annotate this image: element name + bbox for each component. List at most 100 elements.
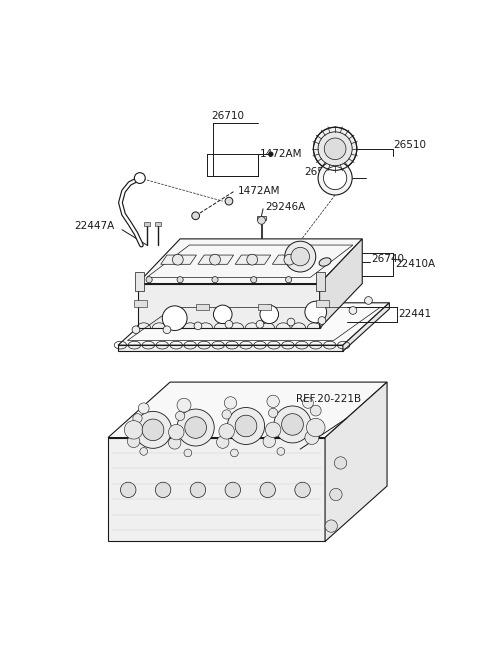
Circle shape	[274, 406, 311, 443]
Circle shape	[225, 197, 233, 205]
Circle shape	[256, 321, 264, 328]
Circle shape	[172, 255, 183, 265]
Circle shape	[247, 255, 258, 265]
Text: REF.20-221B: REF.20-221B	[296, 394, 361, 404]
Text: 1472AM: 1472AM	[238, 186, 281, 196]
Circle shape	[146, 277, 152, 283]
Polygon shape	[118, 345, 343, 352]
Circle shape	[156, 482, 171, 498]
Circle shape	[177, 277, 183, 283]
Polygon shape	[144, 222, 150, 226]
Circle shape	[134, 411, 172, 448]
Circle shape	[260, 305, 278, 323]
Circle shape	[324, 167, 347, 190]
Text: 22441: 22441	[399, 310, 432, 319]
Circle shape	[225, 482, 240, 498]
Polygon shape	[198, 255, 234, 264]
Text: 22447A: 22447A	[74, 221, 114, 231]
Circle shape	[318, 161, 352, 195]
Polygon shape	[133, 300, 147, 306]
Ellipse shape	[319, 258, 331, 266]
Polygon shape	[316, 272, 325, 291]
Polygon shape	[161, 255, 196, 264]
Circle shape	[277, 447, 285, 455]
Circle shape	[216, 436, 229, 448]
Text: 22410A: 22410A	[395, 259, 435, 270]
Polygon shape	[325, 382, 387, 541]
Circle shape	[132, 326, 140, 334]
Circle shape	[142, 419, 164, 441]
Circle shape	[325, 520, 337, 532]
Circle shape	[192, 212, 200, 220]
Text: 1472AM: 1472AM	[260, 149, 302, 159]
Circle shape	[212, 277, 218, 283]
Circle shape	[318, 317, 326, 324]
Circle shape	[177, 409, 214, 446]
Circle shape	[251, 277, 257, 283]
Circle shape	[133, 414, 142, 423]
Circle shape	[185, 417, 206, 438]
Circle shape	[287, 318, 295, 326]
Circle shape	[258, 216, 265, 224]
Circle shape	[311, 405, 321, 416]
Polygon shape	[272, 255, 308, 264]
Circle shape	[324, 138, 346, 159]
Circle shape	[268, 408, 278, 417]
Circle shape	[168, 424, 184, 440]
Circle shape	[230, 449, 238, 457]
Circle shape	[306, 419, 325, 437]
Circle shape	[260, 482, 276, 498]
Circle shape	[120, 482, 136, 498]
Polygon shape	[135, 272, 144, 291]
Circle shape	[318, 132, 352, 166]
Circle shape	[268, 152, 273, 157]
Circle shape	[330, 488, 342, 501]
Text: 26510: 26510	[393, 140, 426, 150]
Circle shape	[176, 411, 185, 420]
Polygon shape	[316, 300, 329, 306]
Circle shape	[291, 247, 310, 266]
Circle shape	[235, 415, 257, 437]
Circle shape	[225, 321, 233, 328]
Polygon shape	[343, 303, 389, 352]
Polygon shape	[118, 303, 389, 345]
Text: 26710: 26710	[211, 111, 244, 121]
Circle shape	[214, 305, 232, 323]
Circle shape	[302, 398, 313, 408]
Circle shape	[124, 420, 143, 439]
Polygon shape	[137, 283, 320, 328]
Polygon shape	[235, 255, 271, 264]
Polygon shape	[137, 239, 362, 283]
Circle shape	[163, 326, 171, 334]
Circle shape	[190, 482, 206, 498]
Circle shape	[127, 435, 140, 447]
Circle shape	[263, 435, 276, 447]
Polygon shape	[108, 438, 325, 541]
Circle shape	[349, 306, 357, 314]
Text: 29246A: 29246A	[265, 201, 306, 211]
Circle shape	[224, 397, 237, 409]
Circle shape	[305, 301, 326, 323]
Circle shape	[286, 277, 292, 283]
Circle shape	[140, 447, 147, 455]
Circle shape	[184, 449, 192, 457]
Circle shape	[134, 173, 145, 184]
Circle shape	[305, 430, 319, 445]
Circle shape	[284, 255, 295, 265]
Circle shape	[313, 127, 357, 171]
Circle shape	[222, 410, 231, 419]
Polygon shape	[108, 382, 387, 438]
Circle shape	[162, 306, 187, 331]
Polygon shape	[258, 304, 271, 310]
Circle shape	[365, 297, 372, 304]
Polygon shape	[196, 304, 209, 310]
Circle shape	[285, 241, 316, 272]
Circle shape	[267, 395, 279, 407]
Circle shape	[210, 255, 220, 265]
Text: 26502: 26502	[304, 167, 337, 177]
Circle shape	[194, 322, 202, 330]
Polygon shape	[155, 222, 161, 226]
Circle shape	[265, 422, 281, 438]
Circle shape	[282, 414, 303, 435]
Circle shape	[219, 424, 234, 439]
